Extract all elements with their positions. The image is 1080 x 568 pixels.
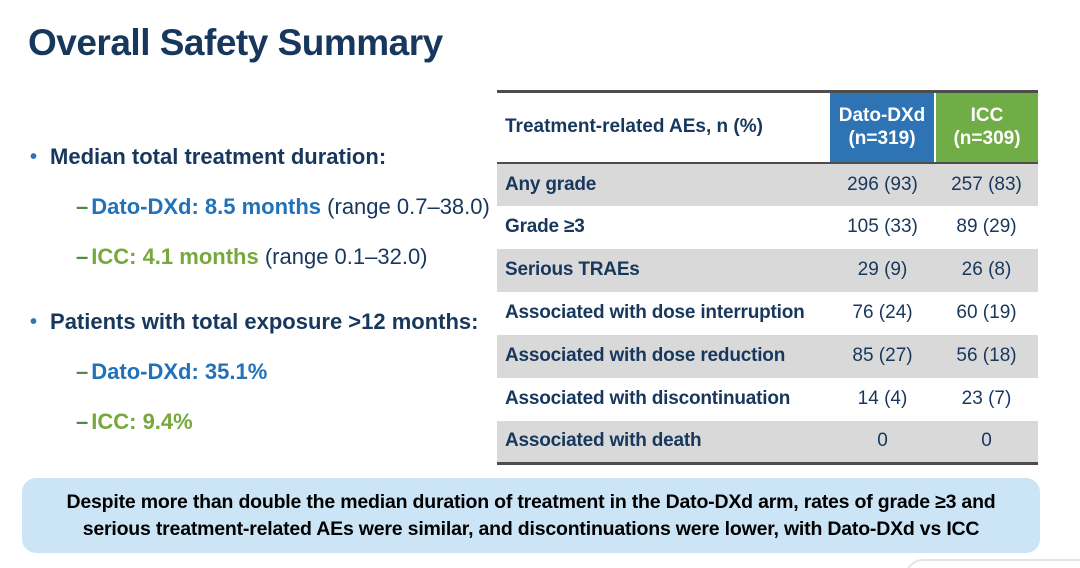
- bullet-exposure-label: Patients with total exposure >12 months:: [50, 309, 479, 334]
- subitem-icc-duration: – ICC: 4.1 months (range 0.1–32.0): [76, 243, 495, 271]
- dash-icon: –: [76, 409, 89, 434]
- row-dato-value: 105 (33): [847, 216, 918, 237]
- row-dato-value: 76 (24): [852, 302, 913, 323]
- row-label: Associated with discontinuation: [505, 388, 791, 409]
- table-header-dato-name: Dato-DXd: [838, 105, 926, 127]
- subitem-dato-exposure: – Dato-DXd: 35.1%: [76, 358, 495, 386]
- row-label: Grade ≥3: [505, 216, 585, 237]
- row-label: Any grade: [505, 173, 597, 195]
- table-header-icc-name: ICC: [970, 105, 1004, 127]
- row-icc-value: 56 (18): [956, 345, 1017, 366]
- page-title: Overall Safety Summary: [28, 22, 443, 63]
- row-label: Serious TRAEs: [505, 259, 640, 280]
- table-row: Associated with discontinuation 14 (4) 2…: [497, 377, 1038, 421]
- dato-exposure-value: Dato-DXd: 35.1%: [91, 359, 268, 384]
- dash-icon: –: [76, 194, 89, 219]
- row-icc-value: 257 (83): [951, 173, 1022, 195]
- table-row: Associated with dose reduction 85 (27) 5…: [497, 334, 1038, 378]
- row-icc-value: 26 (8): [961, 259, 1012, 280]
- row-dato-value: 0: [877, 430, 888, 452]
- conclusion-text: Despite more than double the median dura…: [66, 490, 996, 540]
- table-header-icc-n: (n=309): [953, 128, 1021, 150]
- row-label: Associated with dose reduction: [505, 345, 786, 366]
- table-header-row: Treatment-related AEs, n (%) Dato-DXd (n…: [497, 91, 1038, 164]
- row-icc-value: 60 (19): [956, 302, 1017, 323]
- table-header-dato-n: (n=319): [848, 128, 916, 150]
- row-dato-value: 14 (4): [857, 388, 908, 409]
- table-header-icc: ICC (n=309): [934, 91, 1038, 164]
- summary-bullets: • Median total treatment duration: – Dato…: [30, 143, 495, 436]
- bullet-exposure: • Patients with total exposure >12 month…: [30, 308, 495, 336]
- table-row: Any grade 296 (93) 257 (83): [497, 162, 1038, 206]
- bullet-dot-icon: •: [30, 146, 38, 168]
- subitem-icc-exposure: – ICC: 9.4%: [76, 408, 495, 436]
- bullet-treatment-duration: • Median total treatment duration:: [30, 143, 495, 171]
- subitem-dato-duration: – Dato-DXd: 8.5 months (range 0.7–38.0): [76, 193, 495, 221]
- dash-icon: –: [76, 244, 89, 269]
- table-header-aes: Treatment-related AEs, n (%): [497, 91, 830, 164]
- row-dato-value: 85 (27): [852, 345, 913, 366]
- row-icc-value: 0: [981, 430, 992, 452]
- bullet-dot-icon: •: [30, 311, 38, 333]
- icc-duration-value: ICC: 4.1 months: [91, 244, 259, 269]
- row-dato-value: 296 (93): [847, 173, 918, 195]
- table-row: Grade ≥3 105 (33) 89 (29): [497, 205, 1038, 249]
- partial-card-corner: [905, 559, 1080, 568]
- dato-duration-range: (range 0.7–38.0): [327, 194, 490, 219]
- icc-duration-range: (range 0.1–32.0): [264, 244, 428, 269]
- table-header-dato: Dato-DXd (n=319): [830, 91, 935, 164]
- dash-icon: –: [76, 359, 89, 384]
- row-icc-value: 23 (7): [961, 388, 1012, 409]
- conclusion-callout: Despite more than double the median dura…: [22, 478, 1040, 553]
- icc-exposure-value: ICC: 9.4%: [91, 409, 193, 434]
- row-label: Associated with dose interruption: [505, 302, 805, 323]
- table-row: Associated with dose interruption 76 (24…: [497, 291, 1038, 335]
- dato-duration-value: Dato-DXd: 8.5 months: [91, 194, 322, 219]
- bullet-treatment-duration-label: Median total treatment duration:: [50, 144, 387, 169]
- table-row: Associated with death 0 0: [497, 420, 1038, 464]
- row-dato-value: 29 (9): [857, 259, 908, 280]
- treatment-related-aes-table: Treatment-related AEs, n (%) Dato-DXd (n…: [497, 90, 1038, 465]
- table-row: Serious TRAEs 29 (9) 26 (8): [497, 248, 1038, 292]
- row-icc-value: 89 (29): [956, 216, 1017, 237]
- row-label: Associated with death: [505, 430, 702, 452]
